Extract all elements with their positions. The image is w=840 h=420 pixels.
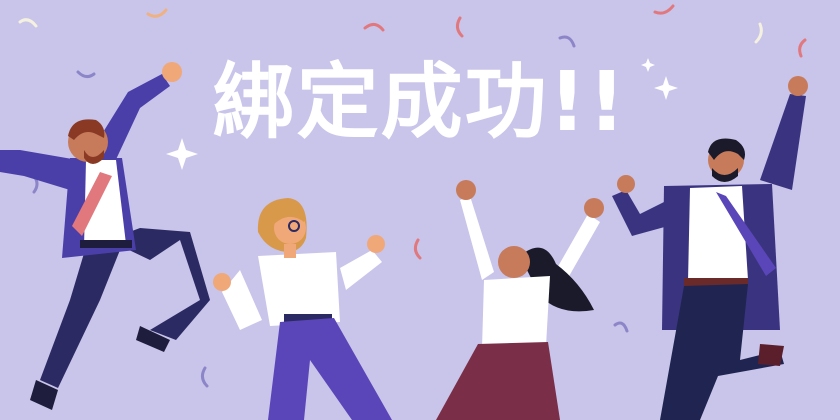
man-pointing-up <box>612 76 808 420</box>
woman-thumbs-up <box>213 198 392 420</box>
page-title: 綁定成功!! <box>212 55 628 150</box>
woman-arms-raised <box>436 180 604 420</box>
sparkle-icon <box>166 58 678 170</box>
jumping-man-purple-suit <box>0 62 210 410</box>
